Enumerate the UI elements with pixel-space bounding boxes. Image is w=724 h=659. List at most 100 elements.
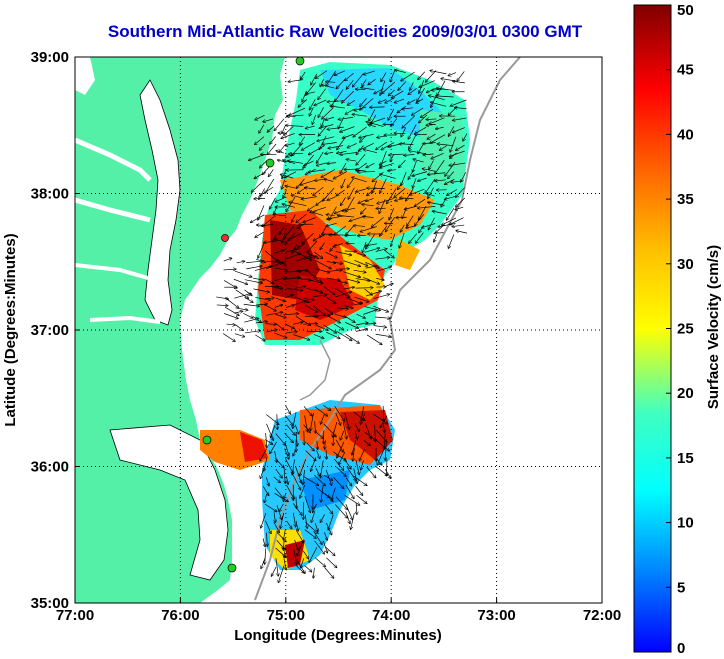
velocity-arrow (321, 118, 325, 127)
velocity-arrow (275, 197, 286, 201)
velocity-arrow (353, 269, 366, 272)
velocity-arrow (323, 405, 330, 410)
velocity-arrow (274, 332, 286, 338)
velocity-arrow (303, 469, 305, 484)
map-title: Southern Mid-Atlantic Raw Velocities 200… (107, 22, 583, 41)
velocity-arrow (321, 414, 325, 424)
velocity-arrow (355, 278, 370, 281)
velocity-arrow (235, 289, 249, 298)
velocity-arrow (326, 222, 337, 226)
x-axis: 77:00 76:00 75:00 74:00 73:00 72:00 (56, 598, 621, 624)
colorbar: 0 5 10 15 20 25 30 35 40 45 50 Surface Velocity (c… (633, 2, 722, 657)
velocity-arrow (321, 485, 324, 502)
velocity-arrow (273, 287, 282, 289)
velocity-arrow (375, 317, 390, 318)
velocity-arrow (314, 406, 327, 416)
velocity-arrow (387, 188, 397, 203)
velocity-arrow (275, 322, 284, 330)
velocity-arrow (317, 440, 318, 450)
velocity-arrow (327, 196, 336, 200)
velocity-arrow (383, 422, 384, 432)
velocity-arrow (402, 108, 414, 109)
velocity-arrow (276, 151, 285, 154)
velocity-arrow (274, 278, 286, 282)
velocity-arrow (316, 450, 320, 458)
velocity-arrow (314, 523, 318, 531)
velocity-arrow (310, 412, 314, 431)
velocity-arrow (318, 88, 326, 100)
colorbar-tick-label: 30 (677, 256, 694, 273)
velocity-arrow (279, 226, 285, 235)
velocity-arrow (384, 468, 390, 478)
velocity-arrow (448, 126, 455, 136)
velocity-arrow (274, 450, 277, 462)
velocity-arrow (327, 163, 337, 164)
station-marker (295, 57, 305, 66)
velocity-arrow (412, 107, 424, 115)
velocity-arrow (360, 226, 377, 232)
velocity-arrow (265, 548, 266, 564)
velocity-arrow (356, 188, 366, 192)
velocity-arrow (354, 303, 363, 305)
velocity-arrow (322, 540, 327, 553)
velocity-arrow (289, 107, 306, 115)
velocity-arrow (264, 250, 278, 262)
velocity-arrow (345, 108, 355, 114)
colorbar-tick-label: 15 (677, 450, 694, 467)
velocity-arrow (388, 89, 395, 96)
velocity-arrow (324, 532, 327, 540)
velocity-arrow (284, 458, 293, 473)
velocity-arrow (330, 106, 345, 109)
velocity-arrow (284, 547, 285, 557)
velocity-arrow (275, 433, 286, 446)
velocity-arrow (283, 529, 286, 540)
velocity-arrow (334, 313, 346, 317)
velocity-arrow (293, 334, 309, 340)
velocity-arrow (280, 174, 294, 179)
velocity-arrow (404, 155, 415, 156)
velocity-arrow (326, 215, 335, 216)
velocity-arrow (307, 205, 315, 211)
velocity-arrow (369, 109, 376, 120)
velocity-arrow (265, 477, 269, 486)
velocity-arrow (352, 114, 367, 117)
velocity-arrow (356, 313, 366, 318)
velocity-arrow (265, 178, 275, 193)
velocity-arrow (360, 413, 366, 424)
velocity-arrow (434, 233, 444, 234)
velocity-arrow (394, 98, 405, 103)
velocity-arrow (342, 134, 354, 138)
velocity-arrow (385, 216, 396, 232)
velocity-arrow (286, 249, 297, 253)
velocity-arrow (384, 432, 385, 449)
velocity-arrow (303, 217, 316, 222)
velocity-arrow (373, 325, 386, 327)
velocity-arrow (303, 406, 312, 415)
velocity-arrow (303, 324, 317, 325)
velocity-arrow (366, 122, 384, 127)
velocity-arrow (380, 174, 396, 179)
velocity-arrow (254, 171, 266, 178)
velocity-arrow (311, 512, 315, 522)
velocity-arrow (416, 98, 424, 103)
velocity-arrow (334, 458, 343, 470)
velocity-arrow (418, 144, 424, 153)
velocity-arrow (373, 305, 388, 312)
velocity-arrow (453, 127, 465, 133)
velocity-arrow (313, 278, 322, 282)
velocity-arrow (317, 136, 335, 141)
velocity-arrow (388, 142, 406, 147)
velocity-arrow (367, 188, 385, 189)
velocity-arrow (255, 231, 264, 237)
velocity-arrow (292, 459, 295, 474)
velocity-arrow (370, 117, 386, 123)
colorbar-gradient (633, 4, 672, 653)
velocity-arrow (345, 316, 354, 322)
velocity-arrow (338, 116, 354, 119)
velocity-arrow (333, 243, 344, 246)
velocity-arrow (345, 511, 350, 524)
velocity-arrow (364, 149, 378, 154)
velocity-arrow (324, 307, 332, 314)
velocity-arrow (226, 324, 236, 325)
velocity-arrow (337, 150, 347, 153)
